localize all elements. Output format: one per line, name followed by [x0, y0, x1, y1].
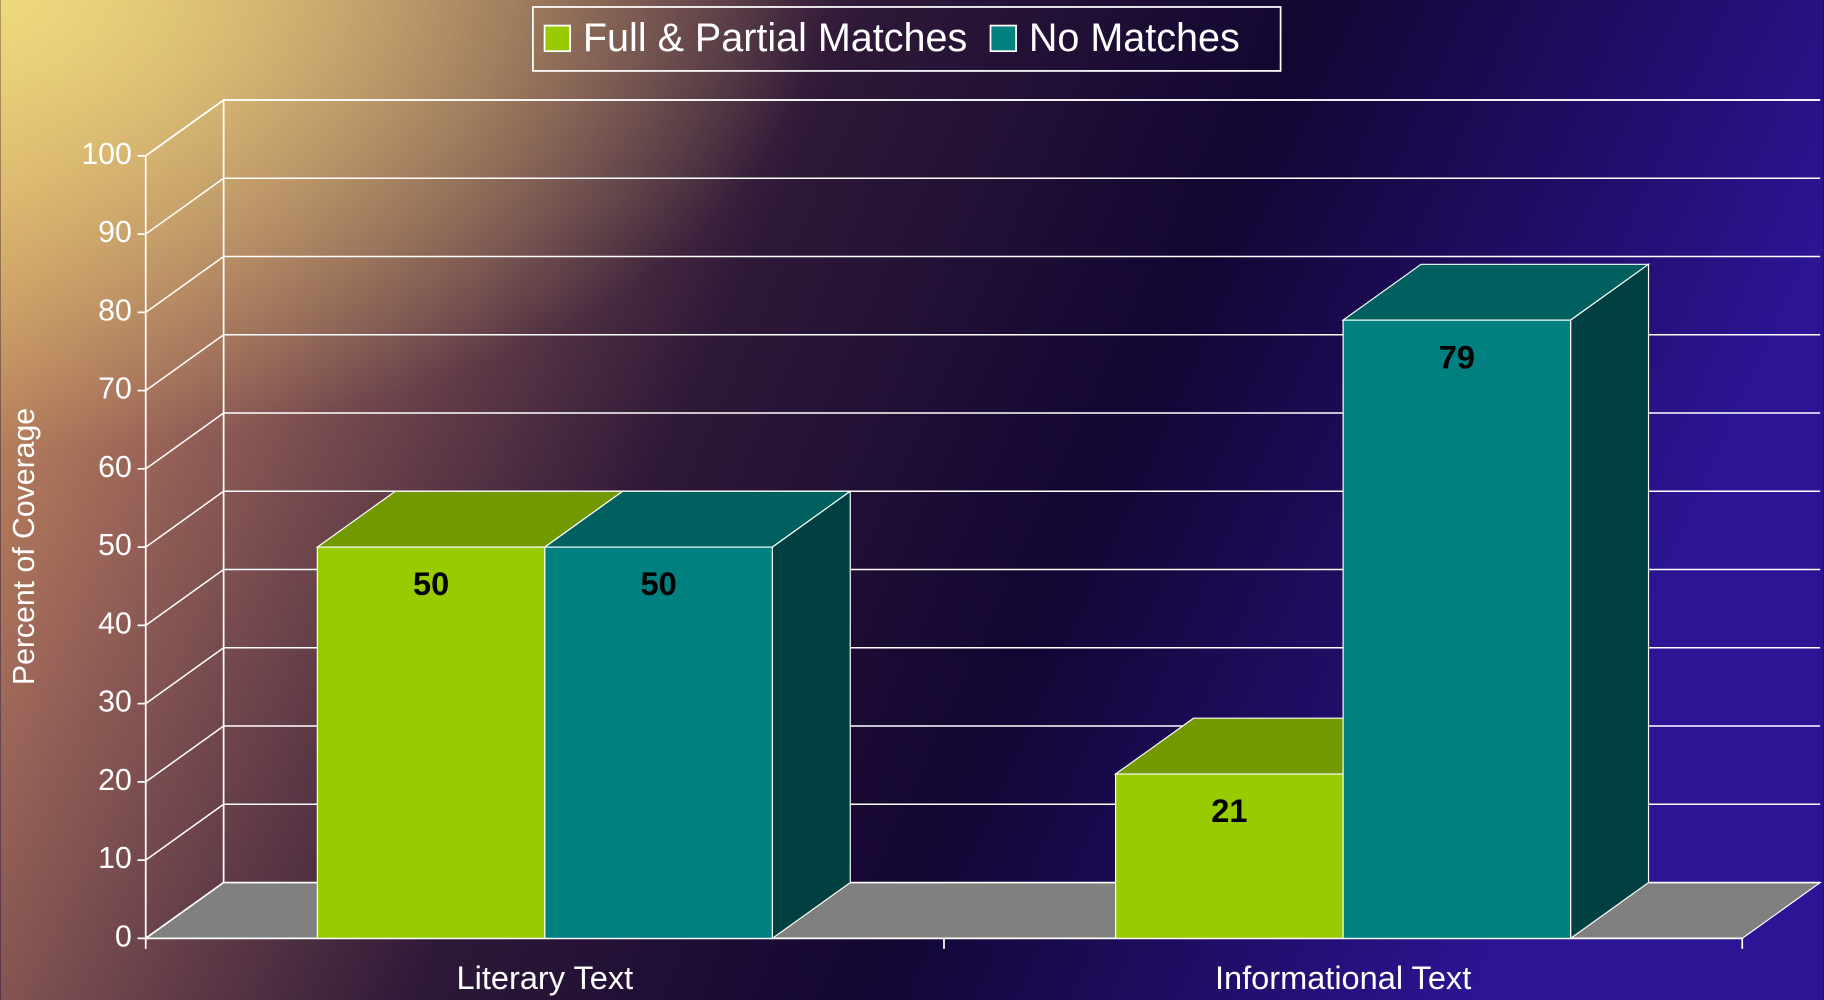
- grid-line: [145, 568, 1821, 626]
- grid-line: [145, 490, 1821, 548]
- bar: [1342, 319, 1572, 939]
- data-label: 21: [1211, 793, 1247, 829]
- legend-swatch: [989, 24, 1017, 53]
- grid-line: [145, 412, 1821, 470]
- legend-label: No Matches: [1029, 16, 1240, 60]
- grid-line: [145, 334, 1821, 392]
- x-tick-label: Literary Text: [457, 960, 634, 996]
- y-tick-label: 70: [98, 373, 132, 406]
- bar: [544, 546, 773, 939]
- grid-line: [145, 647, 1821, 705]
- y-tick-label: 60: [98, 451, 132, 484]
- legend-label: Full & Partial Matches: [583, 16, 967, 60]
- data-label: 50: [640, 566, 676, 602]
- y-tick-label: 10: [98, 842, 132, 875]
- y-tick-label: 50: [98, 529, 132, 562]
- bar: [316, 546, 546, 939]
- bar: [1115, 773, 1344, 939]
- legend-swatch: [543, 24, 572, 53]
- legend-box: [532, 6, 1282, 72]
- grid-line: [145, 255, 1821, 313]
- grid-line: [145, 177, 1821, 235]
- data-label: 50: [413, 566, 449, 602]
- y-tick-label: 90: [98, 216, 132, 249]
- y-tick-label: 30: [98, 686, 132, 719]
- y-tick-label: 100: [81, 138, 131, 171]
- x-tick-label: Informational Text: [1215, 960, 1471, 996]
- grid-line: [145, 99, 1821, 157]
- bar-side: [1570, 263, 1650, 940]
- y-tick-label: 80: [98, 294, 132, 327]
- y-tick-label: 0: [115, 920, 132, 953]
- y-tick-label: 20: [98, 764, 132, 797]
- bar-side: [771, 490, 851, 940]
- data-label: 79: [1439, 339, 1475, 375]
- y-tick-label: 40: [98, 607, 132, 640]
- y-axis-label: Percent of Coverage: [8, 408, 41, 685]
